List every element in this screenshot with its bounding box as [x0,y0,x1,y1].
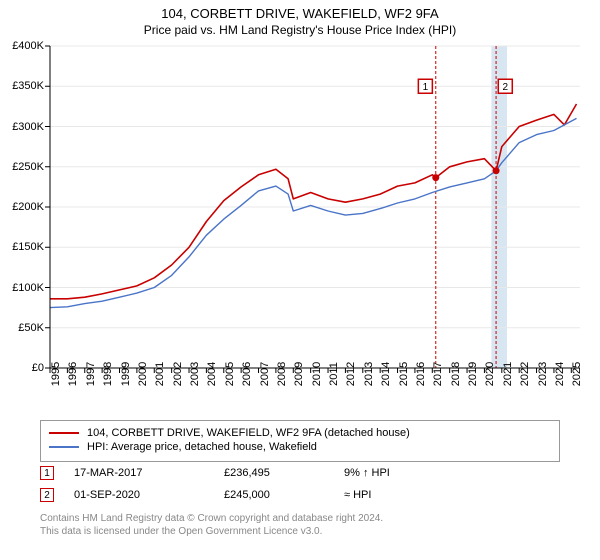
x-tick-label: 2018 [450,362,462,386]
x-tick-label: 2011 [328,362,340,386]
x-tick-label: 2015 [398,362,410,386]
table-row: 2 01-SEP-2020 £245,000 ≈ HPI [40,484,560,506]
svg-text:1: 1 [423,82,429,93]
x-tick-label: 2014 [380,362,392,386]
legend-label: 104, CORBETT DRIVE, WAKEFIELD, WF2 9FA (… [87,427,410,439]
chart-subtitle: Price paid vs. HM Land Registry's House … [0,23,600,37]
legend-swatch [49,446,79,448]
sale-price: £236,495 [224,467,344,479]
title-block: 104, CORBETT DRIVE, WAKEFIELD, WF2 9FA P… [0,0,600,37]
sale-date: 17-MAR-2017 [74,467,224,479]
x-tick-label: 2009 [293,362,305,386]
footer-line: Contains HM Land Registry data © Crown c… [40,512,560,525]
legend: 104, CORBETT DRIVE, WAKEFIELD, WF2 9FA (… [40,420,560,462]
x-axis: 1995199619971998199920002001200220032004… [50,370,580,418]
x-tick-label: 2012 [345,362,357,386]
x-tick-label: 1996 [67,362,79,386]
chart-title: 104, CORBETT DRIVE, WAKEFIELD, WF2 9FA [0,6,600,21]
sale-diff: 9% ↑ HPI [344,467,390,479]
y-tick-label: £300K [12,121,44,133]
marker-badge: 2 [40,488,54,502]
x-tick-label: 2021 [502,362,514,386]
y-tick-label: £200K [12,201,44,213]
legend-item: 104, CORBETT DRIVE, WAKEFIELD, WF2 9FA (… [49,427,551,439]
svg-text:2: 2 [502,82,508,93]
x-tick-label: 2013 [363,362,375,386]
x-tick-label: 2016 [415,362,427,386]
x-tick-label: 1995 [50,362,62,386]
x-tick-label: 2006 [241,362,253,386]
x-tick-label: 1997 [85,362,97,386]
x-tick-label: 2019 [467,362,479,386]
y-tick-label: £100K [12,282,44,294]
x-tick-label: 2005 [224,362,236,386]
x-tick-label: 2010 [311,362,323,386]
y-tick-label: £400K [12,40,44,52]
x-tick-label: 2022 [519,362,531,386]
y-axis: £0£50K£100K£150K£200K£250K£300K£350K£400… [0,46,48,368]
x-tick-label: 2001 [154,362,166,386]
x-tick-label: 1999 [120,362,132,386]
x-tick-label: 2017 [432,362,444,386]
x-tick-label: 2007 [259,362,271,386]
chart-area: 12 [50,46,580,368]
x-tick-label: 2024 [554,362,566,386]
footer-line: This data is licensed under the Open Gov… [40,525,560,538]
x-tick-label: 2000 [137,362,149,386]
y-tick-label: £350K [12,80,44,92]
line-chart: 12 [50,46,580,368]
x-tick-label: 2025 [571,362,583,386]
sale-date: 01-SEP-2020 [74,489,224,501]
legend-label: HPI: Average price, detached house, Wake… [87,441,317,453]
x-tick-label: 2023 [537,362,549,386]
marker-badge: 1 [40,466,54,480]
y-tick-label: £0 [32,362,44,374]
x-tick-label: 2020 [484,362,496,386]
x-tick-label: 2004 [206,362,218,386]
sales-table: 1 17-MAR-2017 £236,495 9% ↑ HPI 2 01-SEP… [40,462,560,506]
footer: Contains HM Land Registry data © Crown c… [40,512,560,538]
table-row: 1 17-MAR-2017 £236,495 9% ↑ HPI [40,462,560,484]
y-tick-label: £250K [12,161,44,173]
x-tick-label: 2008 [276,362,288,386]
x-tick-label: 2003 [189,362,201,386]
y-tick-label: £150K [12,241,44,253]
legend-item: HPI: Average price, detached house, Wake… [49,441,551,453]
legend-swatch [49,432,79,434]
y-tick-label: £50K [18,322,44,334]
sale-diff: ≈ HPI [344,489,371,501]
x-tick-label: 2002 [172,362,184,386]
x-tick-label: 1998 [102,362,114,386]
sale-price: £245,000 [224,489,344,501]
